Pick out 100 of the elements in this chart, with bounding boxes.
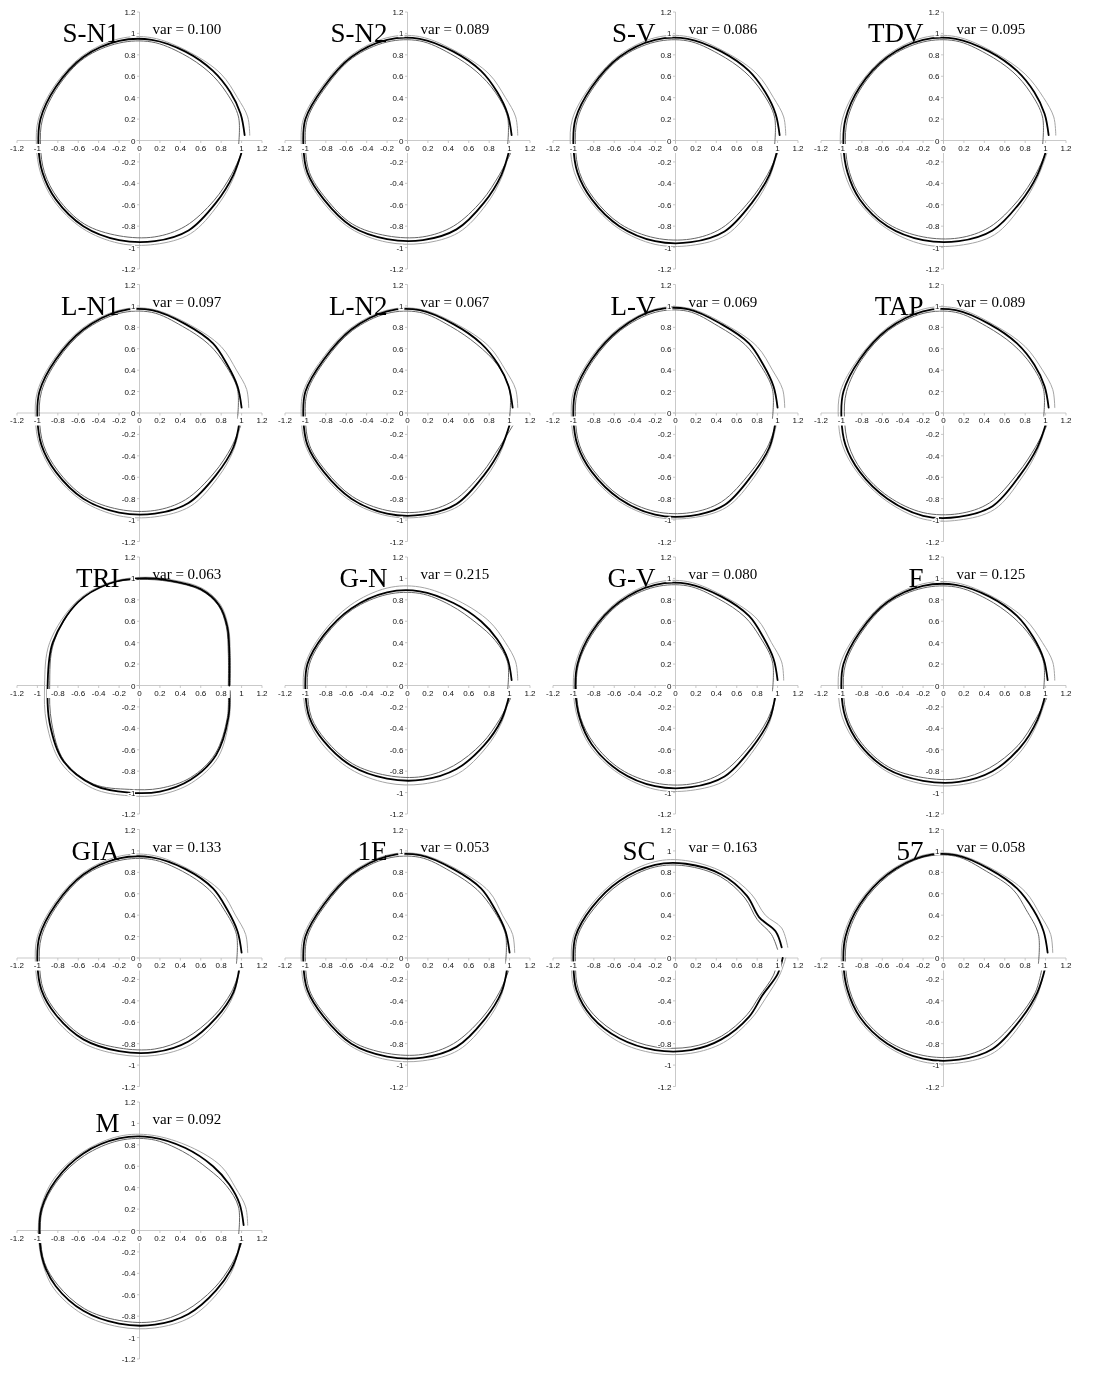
y-tick-label: -0.2: [121, 975, 137, 985]
x-tick-label: -0.8: [50, 1233, 66, 1243]
y-tick-label: 0.2: [660, 387, 673, 397]
x-tick-label: 0: [673, 416, 679, 425]
x-tick-label: -0.2: [112, 961, 127, 970]
y-tick-label: -0.4: [925, 724, 941, 734]
text: var = 0.069: [688, 293, 758, 310]
x-tick-label: -1.2: [10, 416, 25, 425]
x-tick-label: 0.6: [999, 688, 1011, 698]
x-tick-label: -0.6: [607, 143, 622, 153]
y-tick-label: 0.2: [124, 1205, 137, 1215]
y-tick-label: 1.2: [124, 1098, 137, 1107]
chart-title: L-N1: [61, 290, 120, 321]
y-tick-label: 0.4: [928, 366, 941, 376]
y-tick-label: 0.2: [660, 115, 673, 125]
y-tick-label: -0.8: [925, 767, 941, 777]
y-tick-label: -1.2: [925, 537, 941, 547]
x-tick-label: -0.8: [854, 416, 870, 425]
y-tick-label: 0.6: [928, 889, 941, 899]
x-tick-label: 0.2: [690, 416, 703, 425]
x-tick-label: 1: [775, 416, 781, 425]
text: var = 0.086: [688, 21, 758, 37]
y-tick-label: -0.4: [389, 179, 405, 189]
chart-title: F: [908, 563, 924, 593]
x-tick-label: 0.2: [154, 1233, 167, 1243]
x-tick-label: 0.8: [215, 961, 228, 970]
x-tick-label: -0.2: [648, 961, 663, 970]
x-tick-label: -1: [301, 143, 310, 153]
x-tick-label: -0.4: [895, 143, 911, 153]
y-tick-label: -1.2: [657, 1082, 673, 1092]
y-tick-label: -1.2: [389, 265, 405, 274]
x-tick-label: 1.2: [524, 688, 537, 698]
x-tick-label: 0.4: [442, 416, 455, 425]
x-tick-label: 0.4: [174, 688, 187, 698]
x-tick-label: -0.4: [91, 688, 107, 698]
y-tick-label: 0: [935, 681, 941, 691]
y-tick-label: 0.8: [660, 323, 673, 333]
y-tick-label: -0.8: [121, 222, 137, 232]
y-tick-label: 0.4: [124, 1183, 137, 1193]
y-tick-label: -0.2: [121, 702, 137, 712]
y-tick-label: 1: [131, 574, 137, 584]
y-tick-label: -0.4: [925, 996, 941, 1006]
x-tick-label: -0.2: [112, 143, 127, 153]
x-tick-label: -0.8: [50, 961, 66, 970]
y-tick-label: -0.2: [925, 430, 941, 440]
y-tick-label: 1.2: [660, 553, 673, 562]
y-tick-label: -1: [664, 1061, 673, 1071]
y-tick-label: 0.6: [392, 344, 405, 354]
x-tick-label: 1.2: [1060, 416, 1073, 425]
y-tick-label: 1: [935, 29, 941, 39]
x-tick-label: -0.8: [318, 961, 334, 970]
x-tick-label: -0.4: [359, 143, 375, 153]
y-tick-label: -0.6: [389, 200, 405, 210]
x-tick-label: 0.2: [958, 688, 971, 698]
y-tick-label: 0.4: [660, 911, 673, 921]
x-tick-label: 0.6: [463, 143, 475, 153]
y-tick-label: 0.2: [928, 932, 941, 942]
x-tick-label: -0.8: [318, 688, 334, 698]
x-tick-label: -0.2: [916, 961, 931, 970]
y-tick-label: 0: [131, 954, 137, 963]
x-tick-label: -0.4: [895, 961, 911, 970]
x-tick-label: -0.2: [648, 688, 663, 698]
y-tick-label: 1.2: [124, 280, 137, 290]
x-tick-label: -0.2: [648, 416, 663, 425]
x-tick-label: -0.2: [112, 1233, 127, 1243]
x-tick-label: 0.8: [215, 416, 228, 425]
y-tick-label: 1: [399, 846, 405, 856]
text: var = 0.100: [152, 21, 222, 37]
x-tick-label: 0.6: [195, 143, 207, 153]
x-tick-label: -1: [569, 143, 578, 153]
y-tick-label: 0.8: [660, 868, 673, 878]
y-tick-label: -0.6: [389, 1018, 405, 1028]
x-tick-label: -0.2: [112, 688, 127, 698]
chart-title: M: [95, 1108, 120, 1138]
x-tick-label: 1.2: [256, 416, 269, 425]
x-tick-label: 1.2: [256, 961, 269, 970]
text: var = 0.215: [420, 566, 490, 582]
y-tick-label: -0.6: [925, 200, 941, 210]
x-tick-label: -0.4: [91, 143, 107, 153]
x-tick-label: -1: [837, 416, 846, 425]
y-tick-label: 1.2: [124, 8, 137, 17]
y-tick-label: 1.2: [124, 553, 137, 562]
x-tick-label: -1.2: [278, 688, 293, 698]
y-tick-label: 1: [399, 301, 405, 311]
y-tick-label: -1.2: [657, 810, 673, 819]
x-tick-label: 0: [405, 416, 411, 425]
chart-title: 57: [896, 835, 924, 866]
y-tick-label: 0: [667, 409, 673, 418]
y-tick-label: -0.6: [121, 1290, 137, 1300]
x-tick-label: 0.6: [999, 961, 1011, 970]
x-tick-label: -0.6: [607, 961, 622, 970]
y-tick-label: -1: [396, 1061, 405, 1071]
y-tick-label: 0: [399, 681, 405, 691]
y-tick-label: 0: [399, 136, 405, 146]
x-tick-label: 1: [239, 961, 245, 970]
x-tick-label: 0.6: [463, 688, 475, 698]
x-tick-label: 0.2: [958, 416, 971, 425]
y-tick-label: -0.6: [121, 473, 137, 483]
x-tick-label: 1: [507, 961, 513, 970]
y-tick-label: -1.2: [389, 1082, 405, 1092]
